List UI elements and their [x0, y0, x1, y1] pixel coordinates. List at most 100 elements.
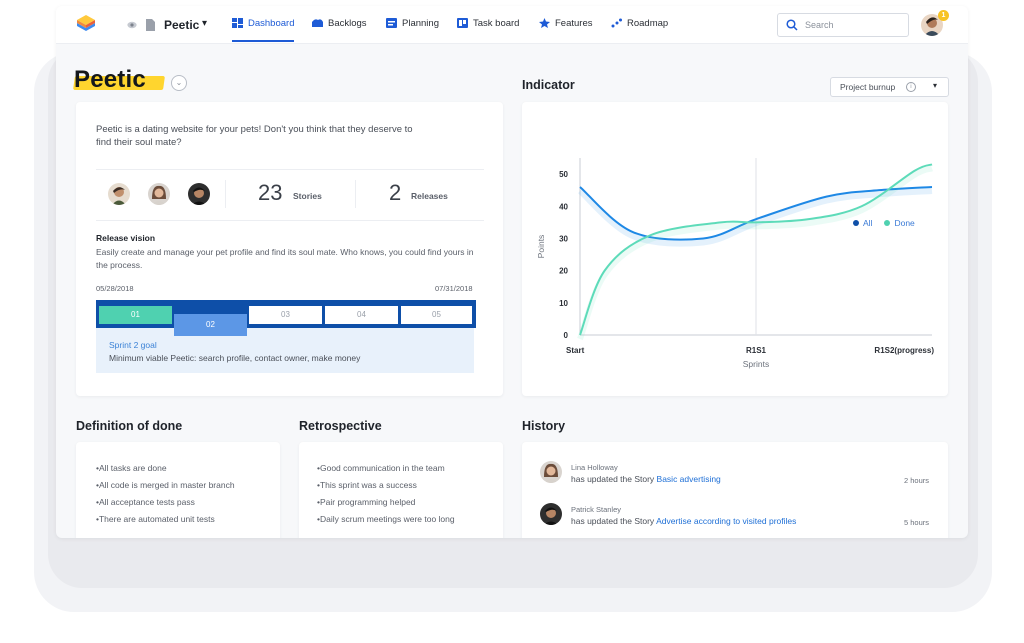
release-end-date: 07/31/2018: [435, 284, 473, 293]
avatar[interactable]: [540, 461, 562, 483]
series-glow-done: [577, 165, 934, 341]
planning-icon: [386, 18, 397, 28]
y-tick-label: 0: [564, 331, 569, 340]
tab-dashboard[interactable]: Dashboard: [232, 18, 295, 42]
project-description: Peetic is a dating website for your pets…: [96, 124, 413, 148]
history-entry-text: has updated the Story Basic advertising: [571, 474, 721, 484]
history-card: Lina Holloway has updated the Story Basi…: [522, 442, 948, 538]
history-time: 2 hours: [904, 476, 930, 485]
notification-badge[interactable]: 1: [938, 10, 949, 21]
tab-dashboard-label: Dashboard: [248, 18, 295, 29]
retrospective-card: •Good communication in the team •This sp…: [299, 442, 503, 538]
x-tick-label: R1S2(progress): [874, 346, 934, 355]
chevron-down-icon[interactable]: ⌄: [171, 75, 187, 91]
indicator-card: All Done 0 10 20 30 40 50 Start R1S1 R1S2(progre…: [522, 102, 948, 396]
legend-dot-icon: [853, 220, 859, 226]
legend-dot-icon: [884, 220, 891, 226]
avatar[interactable]: [540, 503, 562, 525]
dashboard-icon: [232, 18, 243, 28]
list-item: •Good communication in the team: [317, 463, 445, 473]
user-avatar[interactable]: [921, 14, 943, 36]
history-action: has updated the Story: [571, 474, 657, 484]
series-line-all: [579, 185, 933, 241]
chart-type-select[interactable]: Project burnup i ▾: [830, 77, 949, 97]
search-icon: [786, 19, 798, 31]
tab-backlogs-label: Backlogs: [328, 18, 367, 29]
tab-features[interactable]: Features: [539, 18, 593, 42]
legend-item-all[interactable]: All: [853, 218, 872, 228]
legend-label-all: All: [863, 218, 873, 228]
divider: [96, 220, 484, 221]
sprint-02[interactable]: 02: [174, 314, 247, 336]
list-item: •This sprint was a success: [317, 480, 417, 490]
eye-icon[interactable]: [127, 20, 137, 30]
stories-label: Stories: [293, 191, 322, 201]
y-axis-label: Points: [536, 235, 546, 259]
release-start-date: 05/28/2018: [96, 284, 134, 293]
app-window: Peetic ▾ Dashboard Backlogs Planning Tas…: [56, 6, 968, 538]
definition-of-done-title: Definition of done: [76, 419, 183, 433]
list-item: •Daily scrum meetings were too long: [317, 514, 455, 524]
release-vision-title: Release vision: [96, 233, 156, 243]
history-story-link[interactable]: Advertise according to visited profiles: [656, 516, 797, 526]
top-navigation-bar: Peetic ▾ Dashboard Backlogs Planning Tas…: [56, 6, 968, 44]
info-icon[interactable]: i: [906, 82, 916, 92]
tab-roadmap[interactable]: Roadmap: [611, 18, 668, 42]
list-item: •All code is merged in master branch: [96, 480, 235, 490]
document-icon[interactable]: [145, 19, 155, 31]
list-item: •Pair programming helped: [317, 497, 416, 507]
chart-type-select-value: Project burnup: [840, 82, 896, 92]
divider: [225, 180, 226, 208]
sprint-goal-area: [96, 328, 474, 373]
task-board-icon: [457, 18, 468, 28]
tab-planning[interactable]: Planning: [386, 18, 439, 42]
y-tick-label: 40: [559, 202, 568, 211]
list-item: •There are automated unit tests: [96, 514, 215, 524]
project-card: Peetic is a dating website for your pets…: [76, 102, 503, 396]
y-tick-label: 20: [559, 267, 568, 276]
search-input[interactable]: [805, 18, 903, 32]
sprint-01[interactable]: 01: [99, 306, 172, 324]
project-switcher-name[interactable]: Peetic: [164, 18, 200, 32]
list-item: •All acceptance tests pass: [96, 497, 195, 507]
tab-task-board[interactable]: Task board: [457, 18, 519, 42]
x-tick-label: R1S1: [746, 346, 767, 355]
releases-label: Releases: [411, 191, 448, 201]
sprint-03[interactable]: 03: [249, 306, 322, 324]
x-tick-label: Start: [566, 346, 585, 355]
releases-count: 2: [389, 180, 402, 205]
tab-roadmap-label: Roadmap: [627, 18, 669, 29]
team-member-avatar[interactable]: [108, 183, 130, 205]
app-logo-icon[interactable]: [76, 14, 96, 34]
tab-planning-label: Planning: [402, 18, 439, 29]
y-tick-label: 50: [559, 170, 568, 179]
history-user-name: Lina Holloway: [571, 463, 618, 472]
sprint-goal-title: Sprint 2 goal: [109, 340, 157, 350]
features-icon: [539, 18, 550, 28]
stories-count: 23: [258, 180, 283, 205]
legend-label-done: Done: [894, 218, 915, 228]
team-member-avatar[interactable]: [188, 183, 210, 205]
sprint-05[interactable]: 05: [401, 306, 472, 324]
tab-backlogs[interactable]: Backlogs: [312, 18, 367, 42]
history-entry-text: has updated the Story Advertise accordin…: [571, 516, 796, 526]
legend-item-done[interactable]: Done: [884, 218, 915, 228]
history-story-link[interactable]: Basic advertising: [656, 474, 721, 484]
backlogs-icon: [312, 19, 323, 27]
definition-of-done-card: •All tasks are done •All code is merged …: [76, 442, 280, 538]
x-axis-label: Sprints: [743, 359, 769, 369]
chevron-down-icon[interactable]: ▾: [202, 18, 208, 29]
indicator-title: Indicator: [522, 78, 575, 92]
sprint-04[interactable]: 04: [325, 306, 398, 324]
burnup-chart: 0 10 20 30 40 50 Start R1S1 R1S2(progress) Sprint…: [536, 158, 934, 369]
history-user-name: Patrick Stanley: [571, 505, 622, 514]
divider: [96, 169, 484, 170]
list-item: •All tasks are done: [96, 463, 167, 473]
team-member-avatar[interactable]: [148, 183, 170, 205]
page-title: Peetic: [74, 66, 146, 93]
y-tick-label: 10: [559, 299, 568, 308]
divider: [355, 180, 356, 208]
search-box[interactable]: [777, 13, 909, 37]
tab-features-label: Features: [555, 18, 593, 29]
release-vision-text: Easily create and manage your pet profil…: [96, 247, 474, 270]
